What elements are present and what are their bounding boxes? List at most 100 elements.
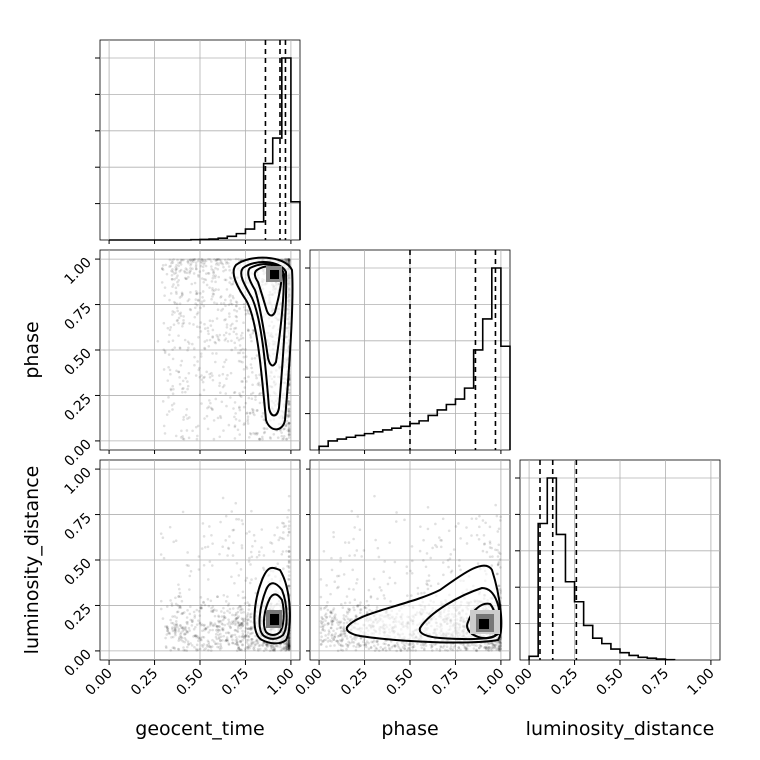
sample-point [243, 376, 247, 380]
sample-point [174, 633, 177, 637]
sample-point [217, 338, 220, 341]
sample-point [287, 639, 291, 642]
sample-point [411, 641, 414, 645]
sample-point [221, 385, 225, 389]
sample-point [191, 258, 194, 262]
sample-point [247, 396, 251, 400]
sample-point [223, 338, 227, 342]
sample-point [470, 643, 474, 646]
sample-point [236, 616, 240, 620]
sample-point [326, 623, 329, 626]
sample-point [406, 594, 409, 597]
sample-point [216, 308, 220, 312]
sample-point [287, 257, 291, 261]
sample-point [214, 642, 218, 645]
sample-point [235, 649, 239, 652]
sample-point [336, 586, 339, 590]
sample-point [321, 640, 324, 643]
sample-point [494, 548, 497, 552]
sample-point [174, 286, 178, 290]
sample-point [343, 634, 347, 638]
sample-point [187, 342, 191, 345]
sample-point [481, 549, 485, 553]
sample-point [214, 642, 217, 646]
sample-point [270, 644, 273, 647]
sample-point [359, 601, 362, 604]
sample-point [175, 306, 179, 310]
sample-point [212, 608, 215, 612]
sample-point [268, 436, 272, 439]
sample-point [256, 642, 259, 645]
sample-point [210, 645, 214, 648]
sample-point [245, 412, 249, 415]
sample-point [399, 649, 403, 652]
sample-point [350, 638, 354, 641]
sample-point [227, 547, 231, 551]
sample-point [287, 636, 291, 640]
sample-point [244, 348, 247, 351]
sample-point [236, 428, 240, 432]
sample-point [228, 607, 232, 611]
sample-point [238, 648, 241, 652]
sample-point [339, 625, 343, 629]
sample-point [179, 436, 183, 439]
sample-point [171, 313, 174, 316]
sample-point [245, 380, 248, 383]
sample-point [250, 407, 254, 411]
sample-point [273, 533, 276, 537]
sample-point [246, 647, 250, 651]
sample-point [265, 642, 268, 646]
sample-point [249, 432, 253, 436]
sample-point [183, 276, 187, 280]
sample-point [260, 546, 263, 549]
sample-point [228, 268, 231, 272]
sample-point [217, 614, 220, 618]
sample-point [382, 570, 385, 573]
sample-point [287, 411, 291, 414]
sample-point [230, 348, 234, 352]
sample-point [390, 646, 394, 649]
sample-point [226, 604, 230, 607]
sample-point [410, 545, 414, 548]
sample-point [219, 391, 222, 394]
sample-point [277, 538, 281, 542]
sample-point [181, 379, 185, 383]
sample-point [188, 588, 191, 591]
sample-point [177, 321, 180, 325]
sample-point [405, 565, 409, 569]
sample-point [248, 581, 252, 585]
sample-point [497, 645, 501, 649]
sample-point [222, 606, 225, 610]
sample-point [217, 275, 221, 279]
sample-point [208, 560, 212, 563]
xtick-label: 0.75 [429, 666, 462, 699]
sample-point [330, 640, 333, 643]
sample-point [287, 644, 291, 648]
sample-point [273, 647, 276, 650]
sample-point [231, 322, 234, 326]
sample-point [185, 271, 189, 275]
sample-point [185, 629, 189, 633]
sample-point [282, 567, 285, 570]
sample-point [477, 537, 481, 541]
sample-point [214, 259, 218, 263]
sample-point [375, 647, 379, 651]
sample-point [183, 633, 186, 636]
sample-point [216, 257, 219, 261]
sample-point [218, 629, 222, 632]
sample-point [240, 622, 243, 625]
sample-point [287, 409, 291, 413]
sample-point [207, 604, 211, 608]
sample-point [325, 584, 328, 587]
sample-point [326, 636, 330, 640]
sample-point [253, 539, 257, 543]
sample-point [207, 640, 211, 644]
contour-inner [262, 593, 285, 636]
sample-point [233, 327, 236, 330]
sample-point [388, 648, 392, 651]
sample-point [287, 402, 291, 406]
sample-point [407, 643, 411, 647]
sample-point [245, 365, 248, 369]
sample-point [282, 531, 285, 534]
sample-point [490, 641, 494, 644]
